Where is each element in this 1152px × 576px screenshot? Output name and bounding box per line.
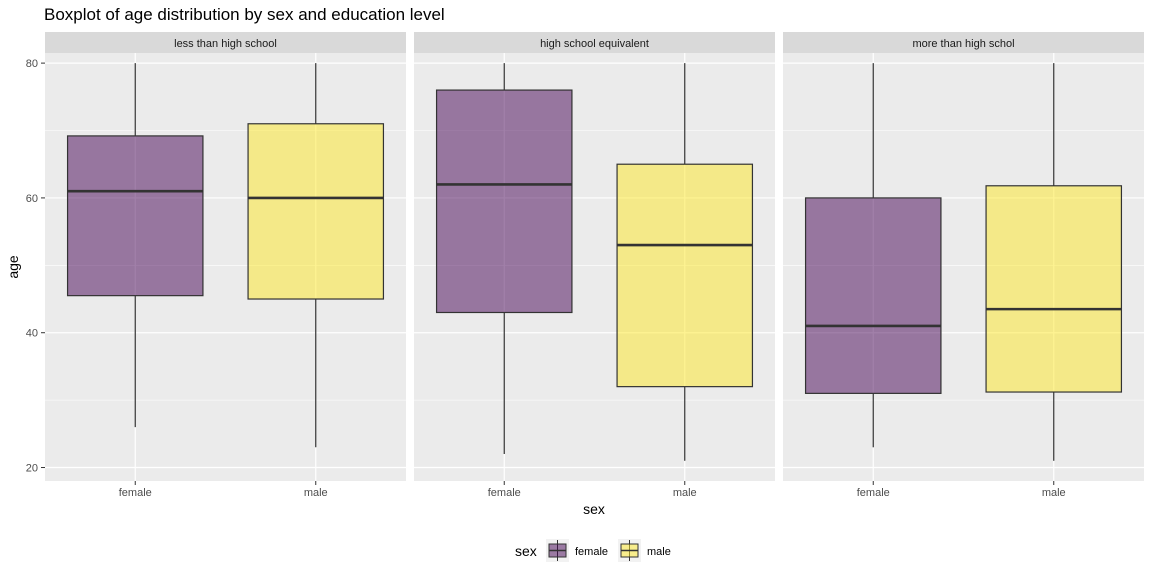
box-body — [66, 135, 204, 297]
facet-strip-label: high school equivalent — [540, 38, 649, 50]
box-body — [435, 89, 573, 314]
facet-panel: less than high school female male — [45, 32, 406, 499]
facet-strip-label: less than high school — [174, 38, 277, 50]
box-body — [985, 185, 1123, 393]
box-male — [616, 63, 754, 461]
x-tick-label: female — [488, 487, 521, 499]
x-tick-label: male — [304, 487, 328, 499]
box-body — [616, 163, 754, 388]
y-axis: 20 40 60 80 — [26, 58, 45, 475]
facet-strip — [45, 32, 406, 53]
facet-strip-label: more than high schol — [912, 38, 1014, 50]
facet-panel: high school equivalent female male — [414, 32, 775, 499]
x-tick-label: male — [673, 487, 697, 499]
box-female — [435, 63, 573, 455]
legend-label: male — [647, 546, 671, 558]
box-body — [247, 123, 385, 300]
legend-key-female: female — [546, 539, 608, 562]
y-tick-label: 20 — [26, 463, 38, 475]
chart-title: Boxplot of age distribution by sex and e… — [44, 5, 445, 24]
x-tick-label: male — [1042, 487, 1066, 499]
y-axis-title: age — [5, 255, 21, 279]
legend-label: female — [575, 546, 608, 558]
x-tick-label: female — [857, 487, 890, 499]
box-female — [804, 63, 942, 448]
y-tick-label: 40 — [26, 328, 38, 340]
facet-strip — [414, 32, 775, 53]
y-tick-label: 60 — [26, 193, 38, 205]
facet-strip — [783, 32, 1144, 53]
x-tick-label: female — [119, 487, 152, 499]
x-axis-title: sex — [583, 501, 605, 517]
box-male — [985, 63, 1123, 461]
facet-panel: more than high schol female male — [783, 32, 1144, 499]
box-female — [66, 63, 204, 428]
box-male — [247, 63, 385, 448]
box-body — [804, 197, 942, 394]
legend-key-male: male — [618, 539, 671, 562]
y-tick-label: 80 — [26, 58, 38, 70]
legend-title: sex — [515, 543, 537, 559]
legend: sex female male — [515, 539, 671, 562]
